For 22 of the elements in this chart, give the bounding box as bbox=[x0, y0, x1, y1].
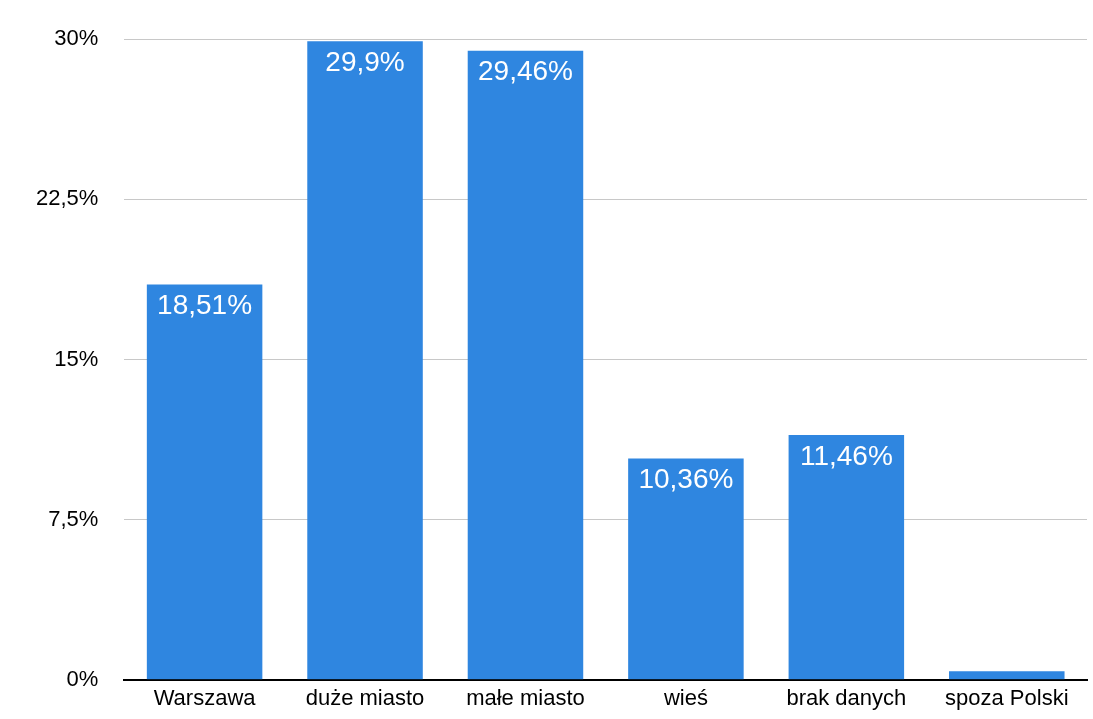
y-tick-label: 22,5% bbox=[35, 185, 99, 211]
data-label: 18,51% bbox=[157, 289, 253, 321]
data-label: 10,36% bbox=[638, 463, 734, 495]
x-tick-label: wieś bbox=[662, 685, 708, 711]
x-tick-label: małe miasto bbox=[466, 685, 585, 711]
data-label: 29,9% bbox=[325, 46, 405, 78]
bar bbox=[628, 458, 744, 680]
bar bbox=[307, 41, 423, 680]
bar bbox=[146, 284, 263, 680]
y-tick-label: 15% bbox=[54, 345, 99, 371]
y-tick-label: 0% bbox=[66, 665, 99, 691]
x-tick-label: duże miasto bbox=[305, 685, 425, 711]
y-tick-label: 30% bbox=[54, 25, 99, 51]
data-label: 11,46% bbox=[799, 439, 893, 471]
bar bbox=[949, 671, 1065, 680]
x-tick-label: spoza Polski bbox=[945, 685, 1069, 711]
x-tick-label: Warszawa bbox=[153, 685, 257, 711]
x-tick-label: brak danych bbox=[786, 685, 907, 711]
bar bbox=[788, 435, 905, 680]
bar bbox=[467, 50, 584, 680]
data-label: 29,46% bbox=[477, 55, 573, 87]
y-tick-label: 7,5% bbox=[48, 505, 99, 531]
